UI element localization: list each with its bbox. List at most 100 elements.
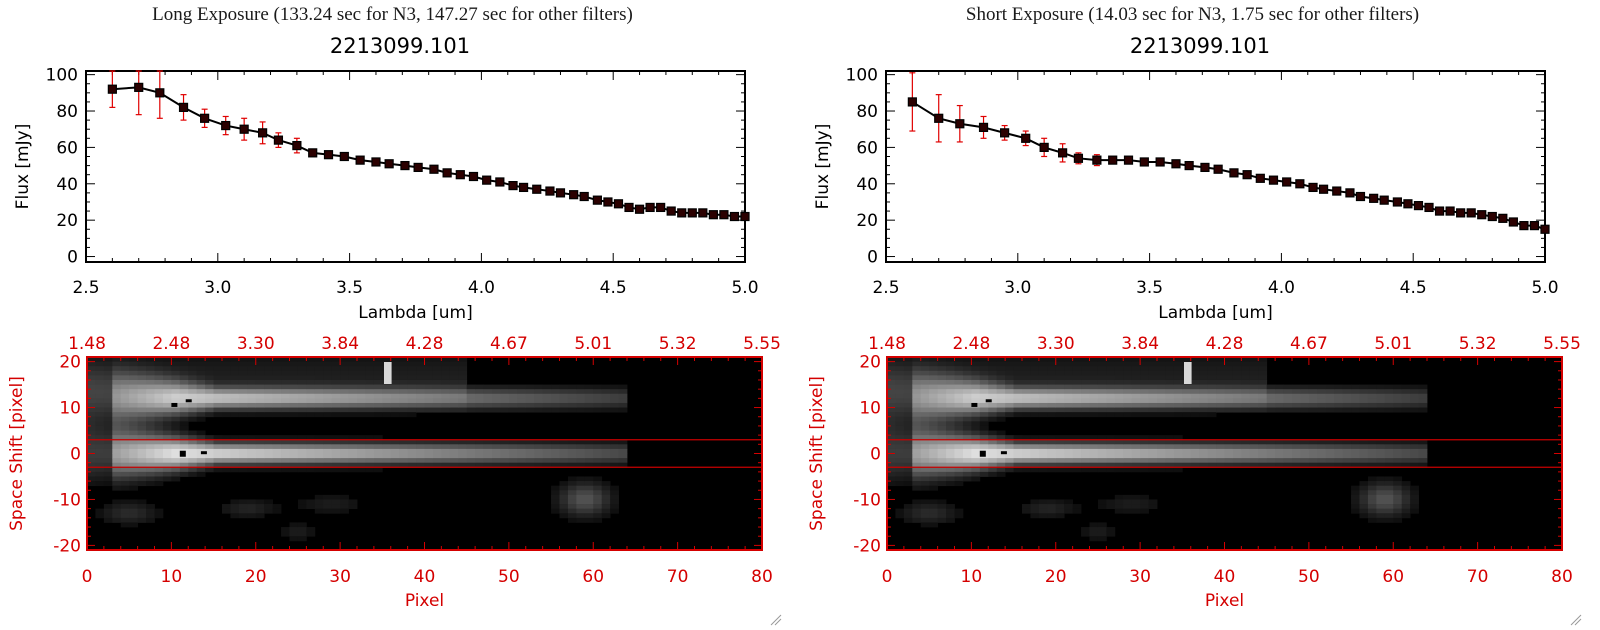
image-cell xyxy=(1038,467,1048,473)
image-cell xyxy=(593,490,603,496)
image-cell xyxy=(1334,389,1344,395)
image-cell xyxy=(1393,513,1403,519)
image-cell xyxy=(1072,370,1082,376)
image-cell xyxy=(979,366,989,372)
image-cell xyxy=(289,435,299,441)
image-cell xyxy=(399,458,409,464)
image-cell xyxy=(559,458,569,464)
data-point xyxy=(1039,142,1049,152)
image-cell xyxy=(1351,439,1360,445)
resize-grip-icon[interactable] xyxy=(770,614,782,626)
image-cell xyxy=(1131,361,1141,367)
image-cell xyxy=(432,384,442,390)
image-cell xyxy=(971,370,981,376)
image-cell xyxy=(264,389,274,395)
image-cell xyxy=(112,504,122,510)
data-point xyxy=(656,202,666,213)
image-cell xyxy=(1232,407,1242,413)
image-cell xyxy=(373,402,383,408)
image-cell xyxy=(1216,444,1225,450)
image-cell xyxy=(1148,398,1158,404)
image-cell xyxy=(1182,398,1192,404)
image-cell xyxy=(1030,435,1040,441)
image-cell xyxy=(559,407,569,413)
image-cell xyxy=(213,462,223,468)
image-cell xyxy=(432,444,442,450)
image-cell xyxy=(137,412,147,418)
image-cell xyxy=(971,361,981,367)
image-cell xyxy=(1376,448,1386,454)
image-cell xyxy=(1207,361,1217,367)
image-cell xyxy=(475,458,484,464)
image-cell xyxy=(458,379,468,385)
image-cell xyxy=(1258,398,1268,404)
image-cell xyxy=(1241,379,1251,385)
image-cell xyxy=(912,384,922,390)
x-tick-label: 40 xyxy=(1214,567,1236,587)
y-axis-label: Flux [mJy] xyxy=(13,124,33,210)
image-cell xyxy=(357,389,366,395)
image-cell xyxy=(1106,393,1116,399)
image-cell xyxy=(1418,398,1428,404)
image-cell xyxy=(154,481,164,487)
image-cell xyxy=(551,490,560,496)
image-cell xyxy=(525,384,535,390)
image-cell xyxy=(458,389,468,395)
image-cell xyxy=(1022,384,1031,390)
data-point xyxy=(339,151,349,162)
image-cell xyxy=(306,384,316,390)
image-cell xyxy=(551,439,560,445)
image-cell xyxy=(390,384,400,390)
image-cell xyxy=(441,370,451,376)
image-cell xyxy=(441,389,451,395)
image-cell xyxy=(272,402,282,408)
image-cell xyxy=(1216,357,1225,362)
image-cell xyxy=(264,384,274,390)
image-cell xyxy=(1030,375,1040,381)
image-cell xyxy=(120,499,130,505)
image-cell xyxy=(1157,393,1166,399)
image-cell xyxy=(179,398,189,404)
image-cell xyxy=(112,402,122,408)
image-cell xyxy=(238,375,248,381)
image-cell xyxy=(1190,402,1200,408)
image-cell xyxy=(1022,467,1031,473)
image-cell xyxy=(1055,504,1065,510)
image-cell xyxy=(618,444,628,450)
image-cell xyxy=(331,393,341,399)
image-cell xyxy=(171,444,181,450)
image-cell xyxy=(1199,375,1209,381)
image-cell xyxy=(162,439,172,445)
image-cell xyxy=(407,384,417,390)
x-tick-label: 50 xyxy=(498,567,520,587)
image-cell xyxy=(1123,444,1133,450)
y-tick-label: 80 xyxy=(856,102,878,122)
image-cell xyxy=(230,366,240,372)
image-cell xyxy=(1232,402,1242,408)
image-cell xyxy=(1283,439,1293,445)
image-cell xyxy=(1106,357,1116,362)
data-point xyxy=(532,184,542,194)
image-cell xyxy=(120,481,130,487)
resize-grip-icon[interactable] xyxy=(1570,614,1582,626)
image-cell xyxy=(895,361,905,367)
image-cell xyxy=(129,398,139,404)
image-cell xyxy=(517,439,527,445)
image-cell xyxy=(205,384,214,390)
image-cell xyxy=(146,517,155,523)
image-cell xyxy=(920,416,930,422)
image-cell xyxy=(441,375,451,381)
image-cell xyxy=(281,393,290,399)
image-cell xyxy=(1376,508,1386,514)
image-cell xyxy=(1097,398,1107,404)
image-cell xyxy=(979,421,989,427)
image-cell xyxy=(1030,379,1040,385)
image-cell xyxy=(920,402,930,408)
image-cell xyxy=(146,458,155,464)
image-cell xyxy=(179,407,189,413)
image-cell xyxy=(593,476,603,482)
image-cell xyxy=(1401,494,1411,500)
image-cell xyxy=(1081,366,1090,372)
image-cell xyxy=(230,453,240,459)
image-cell xyxy=(1030,448,1040,454)
